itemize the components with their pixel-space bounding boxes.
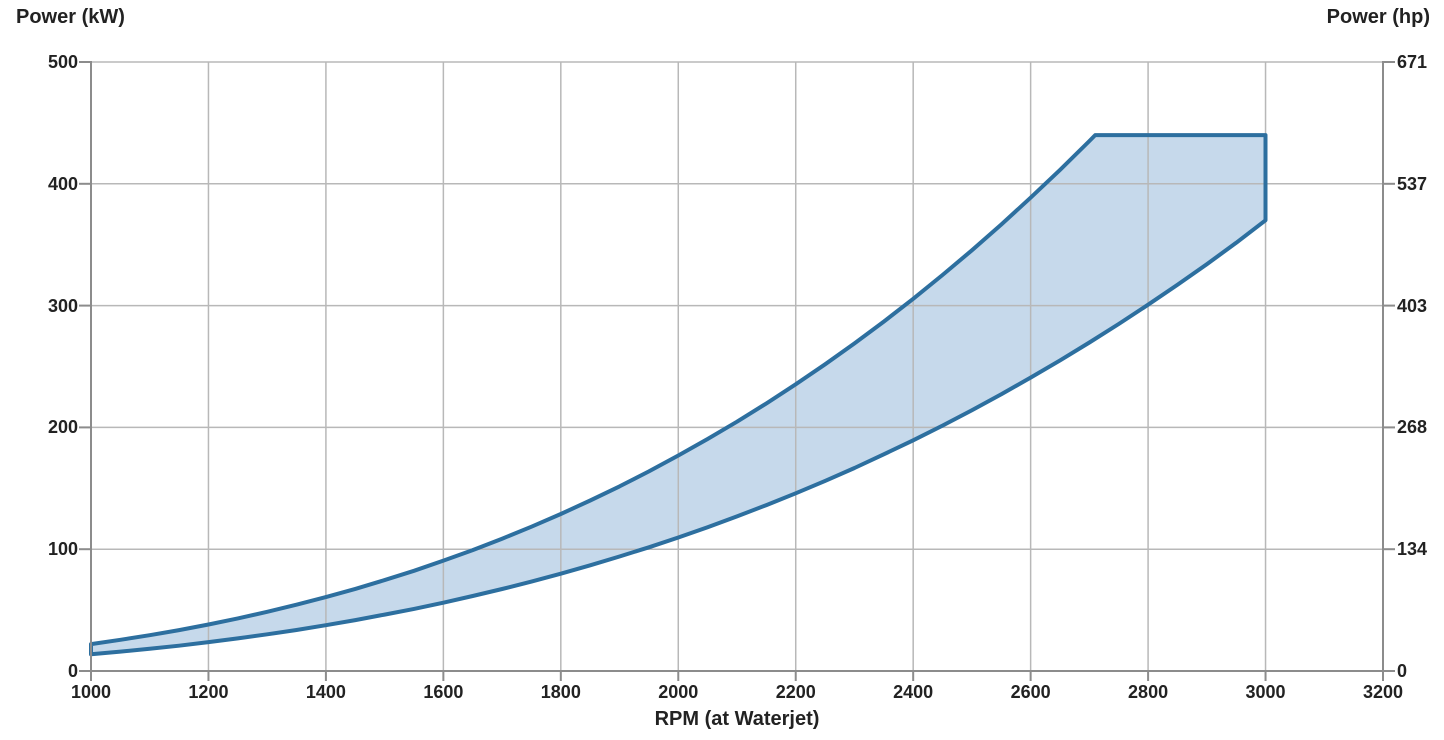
left-axis-title: Power (kW) [16, 6, 125, 28]
y-axis-left-tick-label: 200 [47, 417, 78, 438]
x-axis-tick-label: 2200 [775, 682, 816, 702]
y-axis-left-tick-label: 100 [47, 539, 78, 560]
operating-band-fill [91, 135, 1266, 655]
y-axis-left-tick-label: 300 [47, 295, 78, 316]
y-axis-right-tick-label: 403 [1397, 295, 1428, 316]
x-axis-tick-label: 2000 [658, 682, 699, 702]
right-axis-title: Power (hp) [1326, 6, 1430, 28]
x-axis-title: RPM (at Waterjet) [654, 708, 820, 730]
x-axis-tick-label: 1400 [305, 682, 346, 702]
x-axis-tick-label: 2400 [893, 682, 934, 702]
x-axis-tick-label: 1000 [70, 682, 112, 702]
x-axis-tick-label: 1600 [423, 682, 464, 702]
x-axis-tick-label: 2600 [1010, 682, 1051, 702]
operating-band-outline [89, 133, 1268, 657]
y-axis-right-tick-label: 268 [1397, 417, 1428, 438]
y-axis-right-tick-label: 537 [1397, 173, 1428, 194]
y-axis-left-tick-label: 500 [47, 52, 78, 72]
y-axis-right-tick-label: 671 [1397, 52, 1428, 72]
y-axis-left-tick-label: 0 [67, 661, 78, 681]
y-axis-right-tick-label: 134 [1397, 539, 1428, 560]
x-axis-tick-label: 3200 [1362, 682, 1404, 702]
x-axis-tick-label: 1800 [540, 682, 581, 702]
y-axis-right-tick-label: 0 [1397, 661, 1408, 681]
x-axis-tick-label: 3000 [1245, 682, 1286, 702]
x-axis-tick-label: 2800 [1128, 682, 1169, 702]
y-axis-left-tick-label: 400 [47, 173, 78, 194]
x-axis-tick-label: 1200 [188, 682, 229, 702]
